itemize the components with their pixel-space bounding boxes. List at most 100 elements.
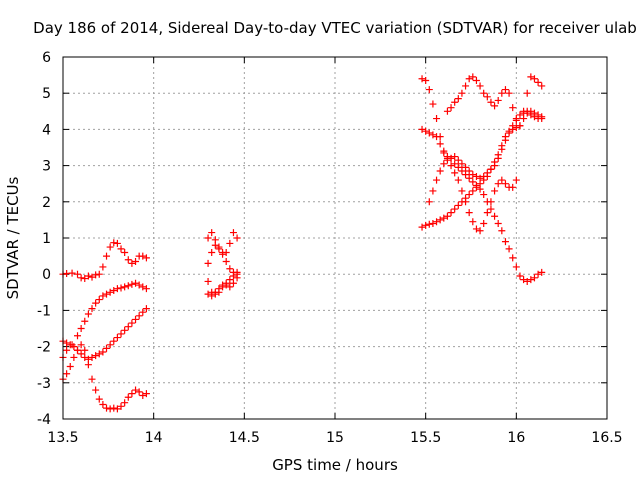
data-point-track-c (106, 341, 114, 349)
data-point-track-a (113, 239, 121, 247)
data-point-track-b (124, 282, 132, 290)
data-point-track-k (491, 187, 499, 195)
data-point-track-d (106, 405, 114, 413)
data-point-track-c (135, 312, 143, 320)
y-tick-label: 3 (42, 159, 51, 175)
data-point-track-i (530, 274, 538, 282)
data-point-track-k (440, 147, 448, 155)
data-point-track-d (110, 404, 118, 412)
x-tick-label: 15.5 (410, 430, 441, 446)
data-point-track-l (469, 171, 477, 179)
data-point-track-d (128, 390, 136, 398)
data-point-track-l (520, 115, 528, 123)
data-point-track-l (451, 153, 459, 161)
data-point-track-b (106, 288, 114, 296)
data-point-track-l (530, 109, 538, 117)
data-point-track-d (63, 370, 71, 378)
data-point-track-i (454, 163, 462, 171)
data-point-track-e (208, 248, 216, 256)
data-point-track-c (99, 348, 107, 356)
data-point-track-l (494, 154, 502, 162)
data-point-track-a (103, 252, 111, 260)
plot-frame (62, 56, 608, 420)
data-point-track-g (229, 229, 237, 237)
data-point-track-m (494, 96, 502, 104)
data-point-track-i (469, 178, 477, 186)
data-point-track-k (418, 75, 426, 83)
data-point-track-m (469, 73, 477, 81)
data-point-track-l (491, 162, 499, 170)
data-point-track-k (425, 86, 433, 94)
data-point-track-c (139, 308, 147, 316)
grid (63, 57, 607, 419)
data-point-track-k (458, 187, 466, 195)
data-point-track-k (494, 180, 502, 188)
data-point-track-i (425, 129, 433, 137)
data-point-track-c (124, 323, 132, 331)
x-tick-label: 15 (326, 430, 344, 446)
data-point-track-m (454, 95, 462, 103)
data-point-track-c (95, 350, 103, 358)
data-point-track-b (103, 290, 111, 298)
data-point-track-g (226, 239, 234, 247)
data-point-track-c (88, 353, 96, 361)
data-point-track-i (418, 125, 426, 133)
data-point-track-b (135, 281, 143, 289)
data-point-track-d (95, 395, 103, 403)
data-point-track-i (462, 171, 470, 179)
data-point-track-k (501, 180, 509, 188)
data-point-track-m (520, 107, 528, 115)
data-point-track-k (483, 209, 491, 217)
data-point-track-a (128, 259, 136, 267)
data-point-track-l (436, 167, 444, 175)
data-point-track-l (472, 172, 480, 180)
data-point-track-l (433, 176, 441, 184)
data-point-track-g (204, 234, 212, 242)
data-point-track-j (451, 205, 459, 213)
data-point-track-k (469, 218, 477, 226)
data-point-track-d (103, 404, 111, 412)
data-point-track-m (509, 104, 517, 112)
data-point-track-k (480, 220, 488, 228)
data-point-track-c (81, 353, 89, 361)
data-point-track-c (132, 315, 140, 323)
data-point-track-k (422, 77, 430, 85)
data-point-track-c (142, 305, 150, 313)
data-point-track-c (110, 337, 118, 345)
data-point-track-j (443, 212, 451, 220)
y-tick-label: -1 (37, 303, 51, 319)
data-point-track-i (458, 167, 466, 175)
x-tick-label: 16.5 (591, 430, 622, 446)
data-point-track-k (451, 169, 459, 177)
data-point-track-h (215, 288, 223, 296)
data-point-track-m (462, 82, 470, 90)
data-point-track-i (512, 263, 520, 271)
data-point-track-c (121, 326, 129, 334)
data-point-track-a (110, 239, 118, 247)
tick-labels: 13.5 14 14.5 15 15.5 16 16.5 -4 -3 -2 -1 0 1 2 3 4 5 6 (37, 50, 623, 446)
data-point-track-m (516, 122, 524, 130)
data-point-track-i (422, 127, 430, 135)
data-point-track-b (110, 286, 118, 294)
data-point-track-l (501, 136, 509, 144)
data-point-track-d (81, 346, 89, 354)
data-point-track-a (124, 256, 132, 264)
y-tick-label: -4 (37, 412, 51, 428)
data-point-track-e (226, 265, 234, 273)
data-point-track-m (523, 89, 531, 97)
data-point-track-i (520, 276, 528, 284)
data-point-track-l (483, 169, 491, 177)
data-point-track-d (135, 388, 143, 396)
data-point-track-b (77, 325, 85, 332)
data-point-track-g (219, 250, 227, 258)
data-point-track-k (433, 115, 441, 123)
data-point-track-c (77, 350, 85, 358)
data-point-track-l (462, 163, 470, 171)
data-point-track-b (139, 283, 147, 291)
data-point-track-j (418, 223, 426, 231)
data-point-track-m (527, 73, 535, 81)
data-point-track-g (215, 245, 223, 253)
data-point-track-f (226, 276, 234, 284)
data-point-track-f (204, 290, 212, 298)
